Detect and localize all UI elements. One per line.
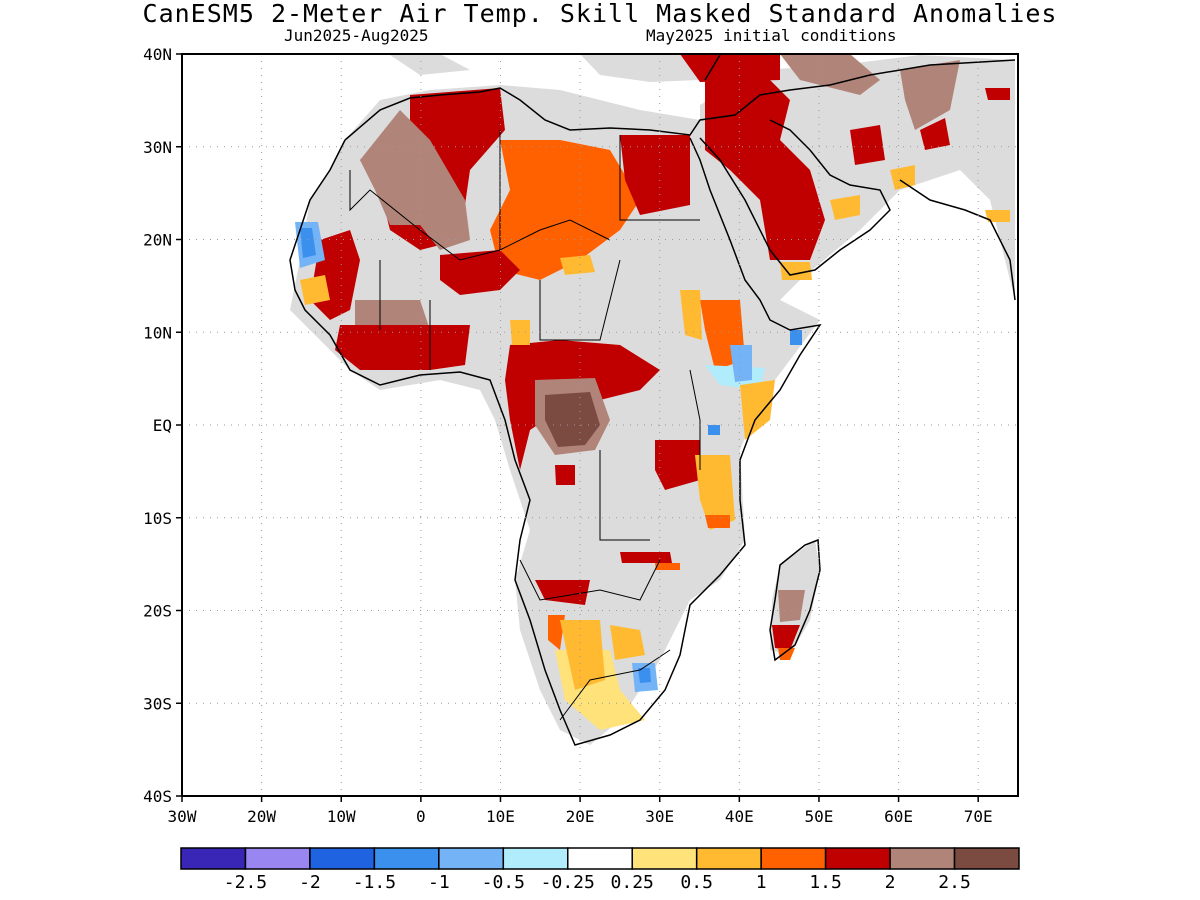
- colorbar-swatch: [567, 847, 633, 870]
- colorbar-swatch: [631, 847, 698, 870]
- latitude-labels: 40N 30N 20N 10N EQ 10S 20S 30S 40S: [143, 45, 182, 806]
- lat-label: 40N: [143, 45, 172, 64]
- lon-label: 20E: [566, 807, 595, 826]
- lon-label: 10W: [327, 807, 356, 826]
- colorbar-swatch: [244, 847, 311, 870]
- country-borders: [349, 130, 701, 721]
- lon-label: 70E: [964, 807, 993, 826]
- colorbar-label: 2: [885, 872, 896, 893]
- lat-label: 40S: [143, 787, 172, 806]
- colorbar-label: 0.25: [611, 872, 654, 893]
- lon-label: 50E: [804, 807, 833, 826]
- lat-label: 30S: [143, 694, 172, 713]
- colorbar-label: 0.5: [680, 872, 713, 893]
- colorbar-swatch: [953, 847, 1020, 870]
- gridlines: [182, 54, 1018, 796]
- colorbar-label: 2.5: [938, 872, 971, 893]
- colorbar-labels: -2.5 -2 -1.5 -1 -0.5 -0.25 0.25 0.5 1 1.5 2 2.5: [224, 872, 971, 893]
- colorbar-label: -0.5: [482, 872, 525, 893]
- lon-label: 10E: [486, 807, 515, 826]
- lat-label: EQ: [153, 416, 172, 435]
- colorbar-label: -2: [299, 872, 321, 893]
- map-area: [181, 53, 1019, 797]
- lon-label: 60E: [884, 807, 913, 826]
- lon-label: 30W: [168, 807, 197, 826]
- initial-conditions-label: May2025 initial conditions: [646, 26, 897, 45]
- colorbar-swatch: [180, 847, 247, 870]
- colorbar-label: -0.25: [541, 872, 595, 893]
- lat-label: 20N: [143, 231, 172, 250]
- colorbar-swatch: [438, 847, 505, 870]
- lat-label: 10N: [143, 323, 172, 342]
- lat-label: 10S: [143, 509, 172, 528]
- colorbar-swatch: [889, 847, 956, 870]
- colorbar-label: 1: [756, 872, 767, 893]
- lat-label: 30N: [143, 138, 172, 157]
- forecast-period: Jun2025-Aug2025: [284, 26, 429, 45]
- colorbar-swatch: [309, 847, 376, 870]
- masked-land-layer: [290, 54, 1015, 745]
- lon-label: 30E: [645, 807, 674, 826]
- colorbar-swatch: [373, 847, 440, 870]
- colorbar-label: -1: [428, 872, 450, 893]
- colorbar-swatch: [824, 847, 891, 870]
- colorbar: [180, 847, 1020, 870]
- colorbar-label: -2.5: [224, 872, 267, 893]
- lon-label: 20W: [247, 807, 276, 826]
- colorbar-swatch: [760, 847, 827, 870]
- colorbar-swatch: [695, 847, 762, 870]
- lon-label: 0: [416, 807, 426, 826]
- map-title: CanESM5 2-Meter Air Temp. Skill Masked S…: [142, 0, 1058, 28]
- coastlines: [289, 54, 1016, 746]
- longitude-labels: 30W 20W 10W 0 10E 20E 30E 40E 50E 60E 70E: [168, 796, 993, 826]
- anomaly-shading: [295, 54, 1010, 730]
- colorbar-label: -1.5: [353, 872, 396, 893]
- colorbar-label: 1.5: [809, 872, 842, 893]
- colorbar-swatch: [502, 847, 569, 870]
- lat-label: 20S: [143, 602, 172, 621]
- lon-label: 40E: [725, 807, 754, 826]
